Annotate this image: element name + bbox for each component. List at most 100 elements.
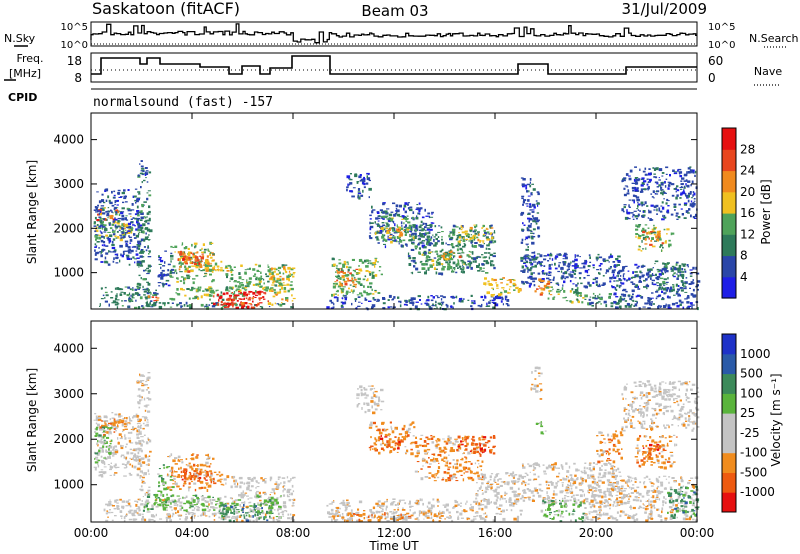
data-cell: [274, 267, 276, 271]
data-cell: [260, 271, 262, 274]
data-cell: [425, 303, 429, 306]
data-cell: [435, 260, 438, 264]
data-cell: [184, 268, 187, 271]
data-cell: [195, 296, 199, 299]
data-cell: [374, 291, 377, 293]
data-cell: [358, 283, 361, 285]
data-cell: [337, 277, 341, 279]
data-cell: [185, 246, 188, 249]
data-cell: [205, 266, 209, 270]
data-cell: [172, 501, 175, 503]
data-cell: [233, 505, 237, 507]
data-cell: [383, 238, 386, 242]
data-cell: [401, 218, 405, 220]
data-cell: [119, 238, 123, 242]
data-cell: [641, 215, 645, 218]
data-cell: [191, 243, 193, 247]
data-cell: [242, 490, 244, 494]
data-cell: [222, 305, 226, 308]
data-cell: [178, 263, 181, 265]
data-cell: [138, 406, 141, 409]
data-cell: [610, 256, 612, 259]
data-cell: [177, 251, 180, 254]
data-cell: [645, 284, 650, 287]
data-cell: [457, 260, 460, 264]
data-cell: [368, 300, 372, 302]
data-cell: [103, 425, 107, 427]
data-cell: [496, 287, 499, 289]
data-cell: [549, 290, 553, 292]
data-cell: [526, 205, 529, 207]
data-cell: [673, 267, 677, 269]
data-cell: [661, 172, 665, 174]
data-cell: [374, 221, 376, 224]
data-cell: [532, 209, 535, 211]
data-cell: [424, 252, 427, 255]
data-cell: [624, 265, 628, 267]
data-cell: [192, 297, 196, 300]
data-cell: [398, 216, 403, 218]
data-cell: [658, 238, 662, 241]
data-cell: [101, 235, 104, 238]
data-cell: [635, 218, 638, 220]
data-cell: [691, 169, 695, 173]
data-cell: [102, 221, 104, 224]
data-cell: [536, 219, 540, 222]
data-cell: [474, 237, 477, 239]
data-cell: [159, 258, 162, 261]
data-cell: [110, 214, 114, 218]
data-cell: [196, 472, 199, 474]
data-cell: [388, 224, 390, 227]
data-cell: [450, 296, 453, 298]
data-cell: [257, 283, 260, 286]
data-cell: [410, 231, 413, 233]
data-cell: [254, 263, 258, 266]
data-cell: [179, 280, 183, 282]
data-cell: [432, 296, 435, 299]
data-cell: [148, 501, 151, 504]
data-cell: [425, 215, 429, 217]
data-cell: [129, 442, 134, 444]
data-cell: [259, 285, 262, 288]
data-cell: [417, 244, 420, 246]
data-cell: [236, 288, 240, 291]
data-cell: [664, 217, 667, 219]
data-cell: [662, 280, 666, 284]
data-cell: [140, 186, 142, 189]
data-cell: [108, 430, 112, 434]
data-cell: [411, 236, 414, 238]
data-cell: [651, 237, 654, 240]
data-cell: [183, 497, 187, 499]
data-cell: [137, 174, 140, 177]
data-cell: [450, 232, 453, 234]
data-cell: [462, 237, 465, 240]
data-cell: [121, 505, 125, 509]
data-cell: [382, 297, 386, 300]
data-cell: [267, 269, 271, 272]
data-cell: [248, 478, 252, 480]
data-cell: [181, 478, 184, 481]
data-cell: [146, 228, 150, 232]
data-cell: [192, 512, 196, 515]
data-cell: [548, 286, 552, 288]
data-cell: [369, 262, 373, 265]
data-cell: [667, 307, 671, 309]
data-cell: [192, 453, 195, 455]
data-cell: [193, 477, 196, 480]
data-cell: [382, 302, 386, 305]
data-cell: [612, 276, 614, 279]
data-cell: [215, 269, 217, 272]
data-cell: [185, 509, 188, 512]
data-cell: [366, 279, 369, 282]
data-cell: [271, 271, 274, 275]
data-cell: [526, 228, 530, 232]
data-cell: [427, 295, 430, 299]
data-cell: [129, 509, 133, 512]
data-cell: [216, 289, 219, 291]
data-cell: [485, 228, 489, 230]
data-cell: [574, 254, 576, 257]
data-cell: [672, 169, 675, 172]
data-cell: [204, 305, 208, 308]
data-cell: [170, 466, 174, 470]
data-cell: [643, 286, 647, 288]
